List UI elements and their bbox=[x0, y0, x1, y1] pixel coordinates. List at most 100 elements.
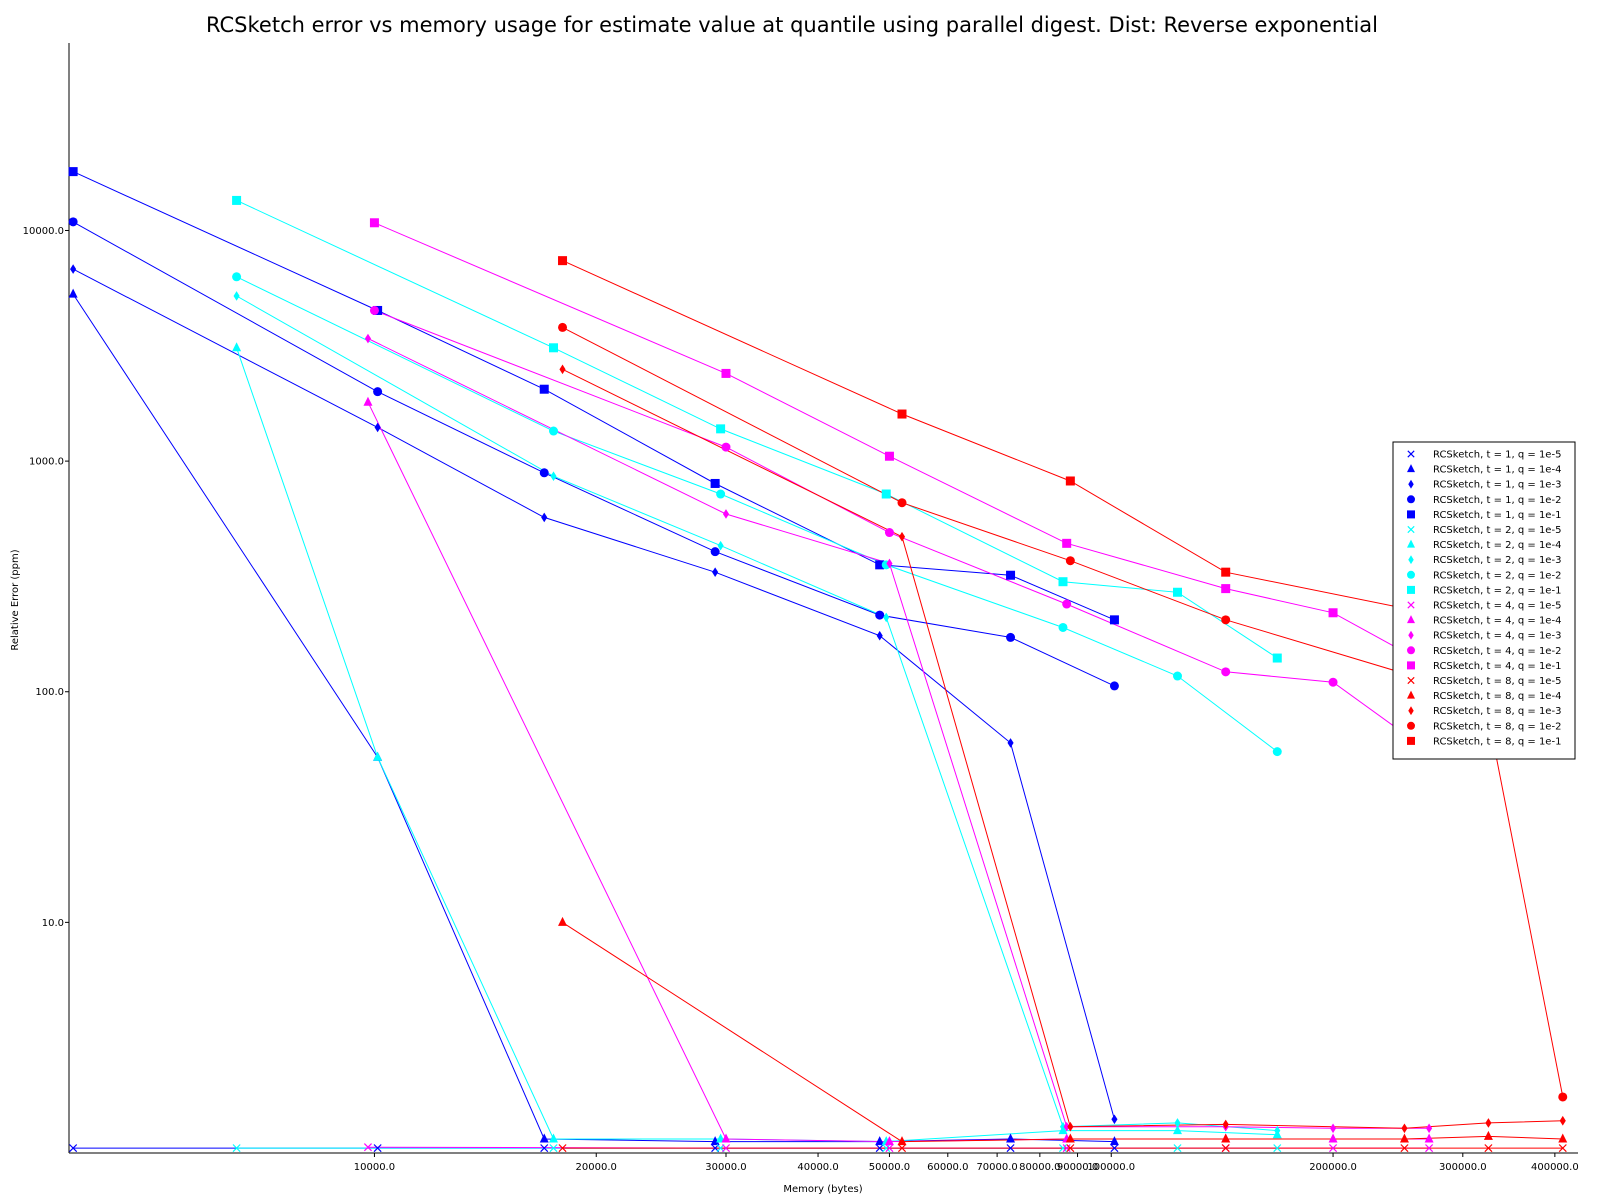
data-point-1 bbox=[1006, 1133, 1016, 1143]
data-point-9 bbox=[1172, 587, 1182, 597]
y-tick-label: 1000.0 bbox=[29, 457, 64, 468]
data-point-15 bbox=[1558, 1144, 1567, 1153]
data-point-15 bbox=[897, 1144, 907, 1153]
data-point-5 bbox=[232, 1144, 241, 1153]
data-point-0 bbox=[540, 1144, 549, 1153]
data-point-1 bbox=[68, 288, 78, 298]
data-point-0 bbox=[373, 1144, 382, 1153]
legend-marker bbox=[1407, 615, 1415, 624]
data-point-4 bbox=[875, 560, 885, 570]
data-point-2 bbox=[374, 422, 381, 433]
legend-marker bbox=[1408, 479, 1414, 489]
data-point-11 bbox=[721, 1133, 731, 1143]
legend-entry: RCSketch, t = 8, q = 1e-2 bbox=[1433, 721, 1561, 732]
data-point-10 bbox=[721, 1144, 731, 1153]
data-point-11 bbox=[1424, 1133, 1434, 1143]
x-tick-label: 400000.0 bbox=[1531, 1162, 1579, 1173]
data-point-13 bbox=[721, 442, 731, 452]
data-point-6 bbox=[1172, 1125, 1182, 1135]
data-point-19 bbox=[1065, 476, 1075, 486]
data-point-17 bbox=[1222, 1119, 1229, 1130]
series-line-12 bbox=[367, 338, 1430, 1129]
y-axis-label: Relative Error (ppm) bbox=[10, 549, 21, 650]
legend-entry: RCSketch, t = 4, q = 1e-3 bbox=[1433, 631, 1561, 642]
data-point-5 bbox=[549, 1144, 558, 1153]
x-tick-label: 30000.0 bbox=[705, 1162, 746, 1173]
data-point-4 bbox=[1109, 615, 1119, 625]
legend-marker bbox=[1407, 495, 1415, 504]
x-tick-label: 20000.0 bbox=[576, 1162, 617, 1173]
data-point-3 bbox=[539, 468, 549, 478]
data-point-16 bbox=[1221, 1133, 1231, 1143]
data-point-18 bbox=[558, 322, 568, 332]
data-point-0 bbox=[1110, 1144, 1119, 1153]
legend-marker bbox=[1407, 450, 1415, 458]
legend-marker bbox=[1407, 601, 1415, 609]
series-line-16 bbox=[562, 921, 1563, 1143]
data-point-11 bbox=[1328, 1133, 1338, 1143]
data-point-16 bbox=[558, 916, 568, 926]
x-tick-label: 40000.0 bbox=[797, 1162, 838, 1173]
data-point-4 bbox=[1006, 570, 1016, 580]
data-point-9 bbox=[232, 195, 242, 205]
data-point-15 bbox=[1484, 1144, 1493, 1153]
data-point-0 bbox=[1006, 1144, 1015, 1153]
legend-marker bbox=[1407, 539, 1415, 548]
data-point-18 bbox=[897, 498, 907, 508]
legend-marker bbox=[1408, 706, 1414, 716]
legend-entry: RCSketch, t = 8, q = 1e-1 bbox=[1433, 736, 1561, 747]
data-point-8 bbox=[549, 426, 559, 436]
data-point-18 bbox=[1221, 615, 1231, 625]
data-point-13 bbox=[1328, 677, 1338, 687]
legend-entry: RCSketch, t = 2, q = 1e-5 bbox=[1433, 525, 1561, 536]
legend-entry: RCSketch, t = 4, q = 1e-2 bbox=[1433, 646, 1561, 657]
data-point-8 bbox=[232, 272, 242, 282]
data-point-12 bbox=[364, 333, 372, 344]
legend-entry: RCSketch, t = 4, q = 1e-5 bbox=[1433, 601, 1561, 612]
legend-entry: RCSketch, t = 1, q = 1e-2 bbox=[1433, 495, 1561, 506]
legend-entry: RCSketch, t = 1, q = 1e-1 bbox=[1433, 510, 1561, 521]
x-tick-label: 50000.0 bbox=[869, 1162, 910, 1173]
legend-entry: RCSketch, t = 1, q = 1e-4 bbox=[1433, 465, 1561, 476]
data-point-9 bbox=[549, 343, 559, 353]
data-point-16 bbox=[1558, 1133, 1568, 1143]
series-line-14 bbox=[374, 222, 1430, 666]
data-point-5 bbox=[1173, 1144, 1182, 1153]
x-tick-label: 60000.0 bbox=[927, 1162, 968, 1173]
data-point-0 bbox=[875, 1144, 884, 1153]
data-point-17 bbox=[1067, 1121, 1074, 1132]
data-point-17 bbox=[559, 364, 566, 375]
data-point-10 bbox=[1425, 1144, 1434, 1153]
data-point-8 bbox=[716, 489, 726, 499]
data-point-3 bbox=[68, 217, 78, 227]
data-point-8 bbox=[1172, 671, 1182, 681]
series-line-1 bbox=[72, 293, 1115, 1143]
data-point-10 bbox=[1329, 1144, 1338, 1153]
x-tick-label: 300000.0 bbox=[1439, 1162, 1487, 1173]
data-point-0 bbox=[69, 1144, 78, 1153]
data-point-14 bbox=[884, 451, 894, 461]
data-point-2 bbox=[541, 512, 548, 523]
y-tick-label: 10.0 bbox=[42, 918, 64, 929]
data-point-15 bbox=[1221, 1144, 1230, 1153]
data-point-7 bbox=[883, 612, 890, 623]
legend-entry: RCSketch, t = 8, q = 1e-5 bbox=[1433, 676, 1561, 687]
x-tick-label: 100000.0 bbox=[1087, 1162, 1135, 1173]
data-point-17 bbox=[1559, 1115, 1566, 1126]
data-point-16 bbox=[1399, 1133, 1409, 1143]
data-point-6 bbox=[373, 751, 383, 761]
data-point-7 bbox=[717, 540, 724, 551]
data-point-9 bbox=[716, 424, 726, 434]
data-point-12 bbox=[1329, 1123, 1337, 1134]
data-point-12 bbox=[1426, 1123, 1433, 1134]
data-point-19 bbox=[897, 409, 907, 419]
legend-entry: RCSketch, t = 2, q = 1e-2 bbox=[1433, 570, 1561, 581]
series-line-3 bbox=[72, 221, 1115, 687]
data-point-17 bbox=[1485, 1118, 1492, 1128]
data-point-18 bbox=[1065, 556, 1075, 566]
data-point-12 bbox=[1063, 1121, 1070, 1132]
legend-marker bbox=[1408, 555, 1414, 565]
series-lines bbox=[72, 171, 1564, 1149]
data-point-17 bbox=[1401, 1123, 1408, 1134]
data-point-9 bbox=[1272, 653, 1282, 663]
